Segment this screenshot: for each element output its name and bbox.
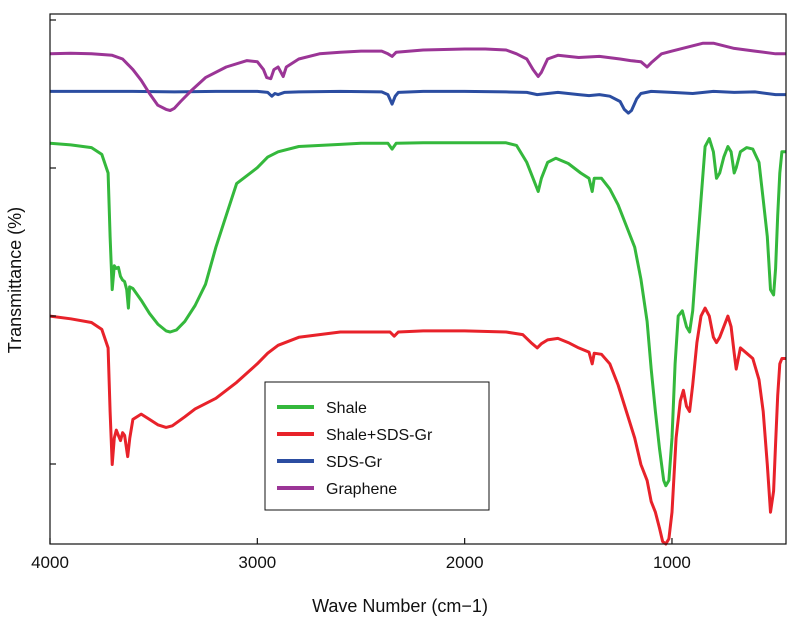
series-line-shale [49, 137, 786, 488]
legend-label: Shale+SDS-Gr [326, 427, 433, 444]
legend-label: Graphene [326, 481, 397, 498]
plot-frame [49, 13, 787, 545]
legend: Shale Shale+SDS-Gr SDS-Gr Graphene [264, 381, 490, 511]
legend-box [264, 381, 490, 511]
series-line-graphene [49, 41, 786, 112]
x-tick-label: 1000 [653, 553, 691, 572]
x-tick-label: 4000 [31, 553, 69, 572]
legend-label: Shale [326, 400, 367, 417]
x-axis-title: Wave Number (cm−1) [312, 596, 488, 616]
x-ticks: 4000 3000 2000 1000 [31, 538, 691, 572]
x-tick-label: 2000 [446, 553, 484, 572]
y-ticks [50, 19, 56, 465]
legend-items: Shale Shale+SDS-Gr SDS-Gr Graphene [277, 400, 433, 498]
y-axis-title: Transmittance (%) [5, 207, 25, 353]
series-line-sds-gr [50, 89, 786, 115]
series-layer [49, 41, 786, 546]
legend-label: SDS-Gr [326, 454, 383, 471]
x-tick-label: 3000 [238, 553, 276, 572]
series-line-shale-sds-gr [49, 306, 786, 546]
